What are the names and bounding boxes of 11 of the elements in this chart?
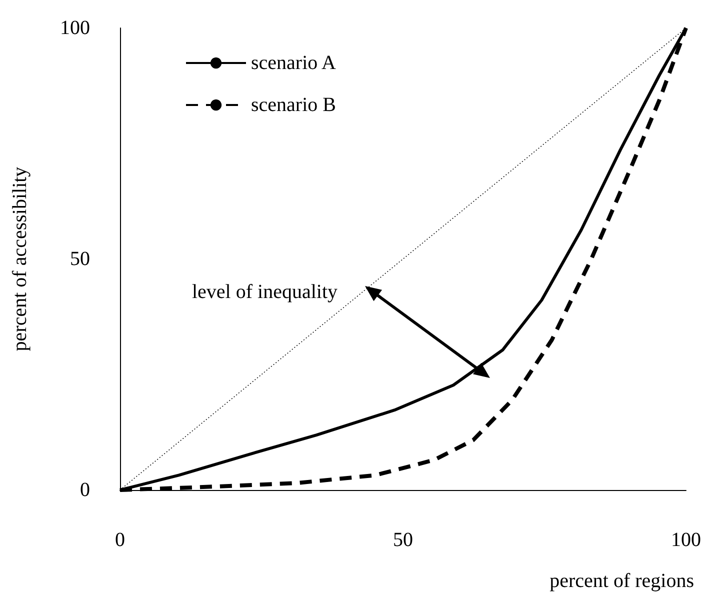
x-axis-title: percent of regions <box>550 570 694 592</box>
x-tick-label: 50 <box>393 529 413 551</box>
x-tick-label: 100 <box>671 529 701 551</box>
y-tick-label: 50 <box>70 248 90 270</box>
legend-label: scenario A <box>251 52 337 74</box>
x-tick-label: 0 <box>115 529 125 551</box>
y-tick-label: 100 <box>60 17 90 39</box>
annotation: level of inequality <box>192 281 338 303</box>
y-tick-label: 0 <box>80 479 90 501</box>
legend-label: scenario B <box>251 94 336 116</box>
y-axis-title: percent of accessibility <box>9 166 31 352</box>
